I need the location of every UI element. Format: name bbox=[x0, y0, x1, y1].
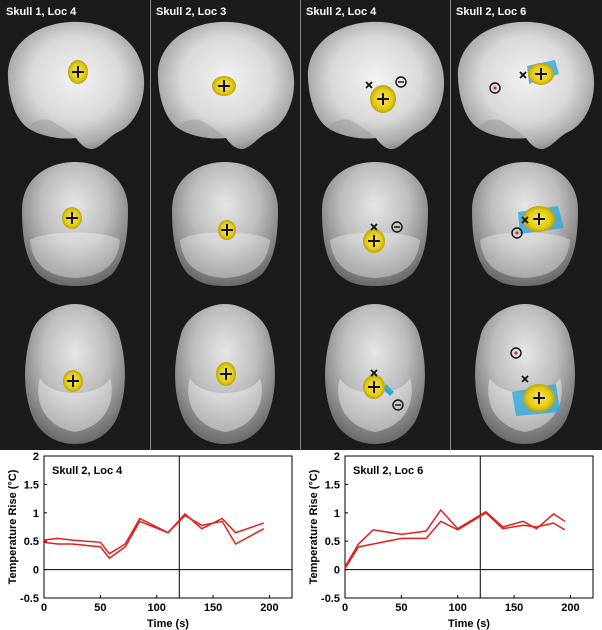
y-tick-label: 0.5 bbox=[24, 536, 39, 548]
x-axis-label: Time (s) bbox=[448, 618, 490, 630]
chart-1: Skull 2, Loc 4 Temperature Rise (°C) Tim… bbox=[7, 451, 293, 630]
y-tick-label: 1.5 bbox=[24, 479, 39, 491]
x-tick-label: 100 bbox=[449, 602, 467, 614]
y-tick-label: 1 bbox=[334, 508, 340, 520]
column-title: Skull 2, Loc 3 bbox=[156, 6, 226, 18]
y-tick-label: 0.5 bbox=[325, 536, 340, 548]
planned-marker bbox=[519, 71, 529, 383]
x-tick-label: 150 bbox=[204, 602, 222, 614]
temperature-charts: Skull 2, Loc 4 Temperature Rise (°C) Tim… bbox=[7, 451, 594, 630]
series-line-trace-a bbox=[43, 512, 265, 555]
column-title: Skull 2, Loc 6 bbox=[456, 6, 526, 18]
series-line-trace-b bbox=[344, 511, 566, 569]
y-tick-label: 1 bbox=[33, 508, 39, 520]
x-tick-label: 200 bbox=[561, 602, 579, 614]
y-tick-label: 0 bbox=[33, 565, 39, 577]
focus-marker bbox=[533, 68, 547, 404]
column-dividers bbox=[150, 0, 451, 450]
planned-marker bbox=[365, 81, 378, 377]
focus-marker bbox=[368, 93, 389, 393]
x-tick-label: 150 bbox=[505, 602, 523, 614]
column-1: Skull 1, Loc 4 bbox=[6, 6, 145, 444]
chart-2: Skull 2, Loc 6 Temperature Rise (°C) Tim… bbox=[308, 451, 594, 630]
y-tick-label: 0 bbox=[334, 565, 340, 577]
fiducial-marker bbox=[391, 76, 407, 411]
y-tick-label: 2 bbox=[334, 451, 340, 463]
fiducial-center bbox=[493, 86, 519, 355]
x-tick-label: 0 bbox=[342, 602, 348, 614]
focus-marker bbox=[218, 80, 233, 380]
hotspot-edge bbox=[384, 384, 394, 396]
x-tick-label: 50 bbox=[395, 602, 407, 614]
focus-marker bbox=[66, 66, 84, 387]
plot-area bbox=[344, 455, 594, 599]
x-tick-label: 200 bbox=[260, 602, 278, 614]
series-line-trace-b bbox=[43, 514, 265, 560]
y-tick-label: -0.5 bbox=[20, 593, 39, 605]
plot-area bbox=[43, 455, 293, 599]
chart-title: Skull 2, Loc 4 bbox=[52, 465, 123, 477]
column-title: Skull 1, Loc 4 bbox=[6, 6, 77, 18]
chart-title: Skull 2, Loc 6 bbox=[353, 465, 423, 477]
x-tick-label: 100 bbox=[148, 602, 166, 614]
column-title: Skull 2, Loc 4 bbox=[306, 6, 377, 18]
column-4: Skull 2, Loc 6 bbox=[456, 6, 595, 444]
fiducial-marker bbox=[489, 82, 523, 359]
y-tick-label: 1.5 bbox=[325, 479, 340, 491]
x-tick-label: 0 bbox=[41, 602, 47, 614]
y-tick-label: 2 bbox=[33, 451, 39, 463]
column-3: Skull 2, Loc 4 bbox=[306, 6, 445, 444]
y-tick-label: -0.5 bbox=[321, 593, 340, 605]
y-axis-label: Temperature Rise (°C) bbox=[7, 469, 19, 584]
series-line-trace-a bbox=[344, 508, 566, 568]
mri-image-grid: Skull 1, Loc 4 Skull 2, Loc 3 bbox=[0, 0, 602, 450]
x-axis-label: Time (s) bbox=[147, 618, 189, 630]
y-axis-label: Temperature Rise (°C) bbox=[308, 469, 320, 584]
column-2: Skull 2, Loc 3 bbox=[156, 6, 295, 444]
x-tick-label: 50 bbox=[94, 602, 106, 614]
